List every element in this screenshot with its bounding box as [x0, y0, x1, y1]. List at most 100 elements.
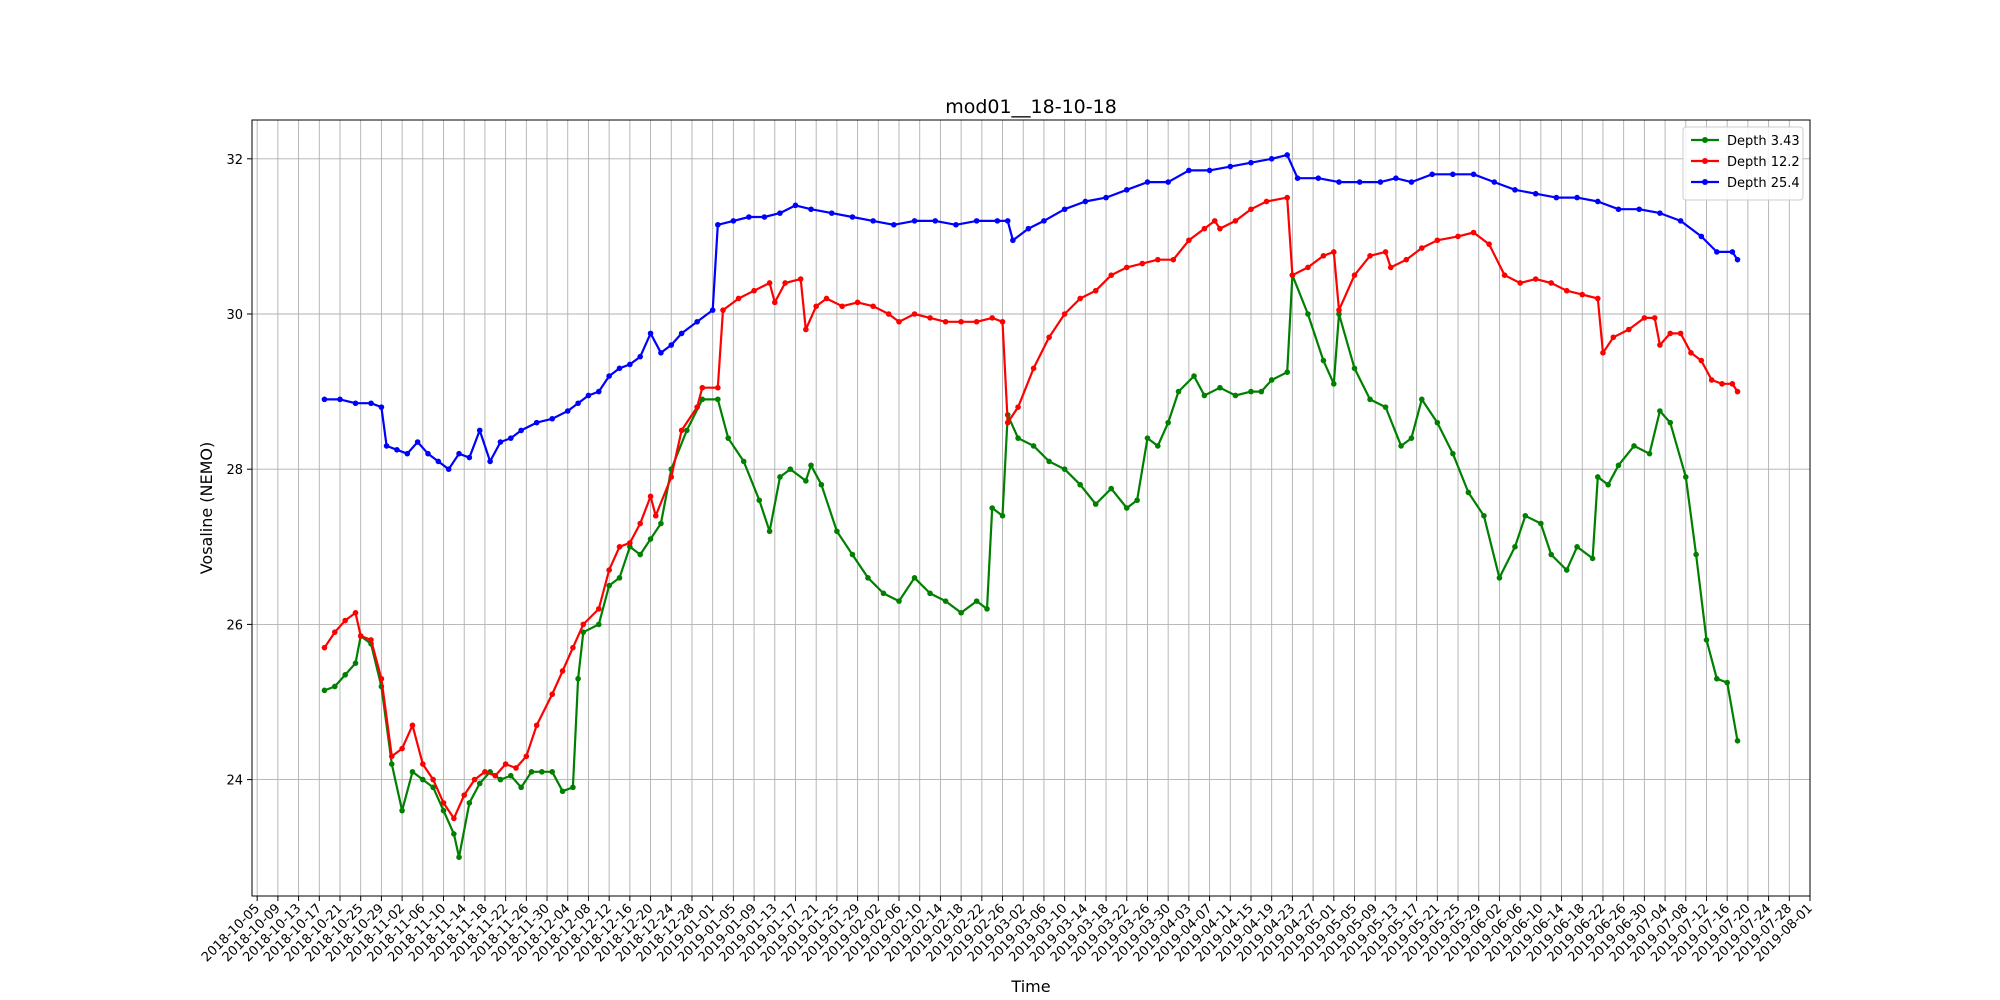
data-point [539, 769, 545, 775]
y-tick-label: 26 [226, 618, 243, 633]
x-axis-label: Time [1010, 977, 1050, 996]
data-point [627, 540, 633, 546]
data-point [1263, 198, 1270, 205]
data-point [1512, 544, 1518, 550]
data-point [1134, 497, 1140, 504]
data-point [1289, 272, 1296, 279]
data-point [709, 307, 716, 313]
data-point [1470, 229, 1477, 236]
legend-label: Depth 12.2 [1727, 155, 1800, 170]
data-point [1201, 225, 1208, 232]
data-point [1004, 419, 1011, 426]
data-point [332, 629, 338, 635]
data-point [1403, 256, 1410, 263]
data-point [839, 303, 845, 310]
data-point [575, 400, 581, 407]
data-point [1408, 435, 1415, 441]
data-point [1677, 218, 1684, 224]
data-point [1367, 253, 1373, 259]
data-point [1123, 187, 1130, 193]
data-point [1393, 175, 1399, 181]
data-point [1667, 330, 1674, 337]
data-point [1646, 450, 1653, 457]
data-point [725, 435, 731, 441]
data-point [1108, 272, 1115, 279]
data-point [476, 427, 483, 434]
data-point [715, 396, 721, 403]
data-point [1589, 555, 1596, 562]
data-point [1336, 311, 1342, 317]
chart-title: mod01__18-10-18 [945, 96, 1117, 118]
data-point [818, 481, 825, 488]
legend-label: Depth 3.43 [1727, 134, 1800, 149]
data-point [1594, 474, 1601, 480]
data-point [1186, 167, 1192, 174]
data-point [766, 280, 773, 286]
data-point [1284, 194, 1291, 201]
data-point [1092, 287, 1099, 294]
data-point [1563, 567, 1570, 573]
data-point [1268, 156, 1275, 162]
data-point [616, 575, 623, 581]
data-point [1061, 466, 1068, 473]
data-point [549, 691, 556, 698]
y-tick-label: 24 [226, 774, 243, 789]
data-point [1714, 675, 1720, 682]
data-point [337, 396, 343, 403]
data-point [580, 621, 587, 628]
data-point [404, 450, 411, 457]
data-point [1030, 365, 1037, 372]
data-point [1356, 179, 1363, 185]
data-point [834, 528, 840, 535]
data-point [1698, 357, 1705, 364]
data-point [911, 311, 918, 317]
data-point [1517, 280, 1523, 286]
data-point [435, 458, 442, 465]
data-point [1434, 237, 1441, 244]
data-point [1657, 342, 1663, 348]
data-point [1429, 171, 1435, 178]
data-point [1698, 233, 1705, 240]
data-point [958, 318, 964, 325]
data-point [1651, 315, 1658, 321]
data-point [1320, 253, 1327, 259]
data-point [849, 214, 856, 220]
data-point [533, 419, 540, 426]
data-point [383, 443, 390, 449]
data-point [1227, 163, 1234, 170]
data-point [420, 776, 426, 783]
data-point [1455, 233, 1461, 240]
data-point [1548, 280, 1554, 286]
data-point [1398, 443, 1404, 449]
data-point [1734, 738, 1741, 744]
data-point [958, 609, 964, 616]
plot-frame [251, 119, 1811, 897]
data-point [1123, 264, 1130, 271]
data-point [1015, 404, 1021, 410]
data-point [1600, 350, 1606, 356]
data-point [352, 400, 359, 407]
data-point [523, 753, 530, 760]
data-point [513, 765, 519, 771]
data-point [1186, 237, 1192, 244]
data-point [1092, 501, 1099, 507]
data-point [1331, 249, 1337, 255]
data-point [482, 769, 488, 775]
data-point [1631, 443, 1637, 449]
data-point [1248, 206, 1254, 213]
data-point [394, 447, 400, 453]
data-point [808, 462, 814, 469]
data-point [430, 784, 436, 791]
data-point [1175, 388, 1182, 395]
data-point [1708, 377, 1715, 383]
data-point [414, 439, 421, 445]
y-axis-label: Vosaline (NEMO) [197, 442, 216, 575]
data-point [1025, 225, 1032, 232]
grid-lines [252, 120, 1811, 896]
data-point [425, 450, 431, 457]
data-point [896, 318, 902, 325]
data-point [1377, 179, 1384, 185]
data-point [1165, 419, 1171, 426]
data-point [854, 299, 861, 306]
data-point [399, 807, 405, 814]
